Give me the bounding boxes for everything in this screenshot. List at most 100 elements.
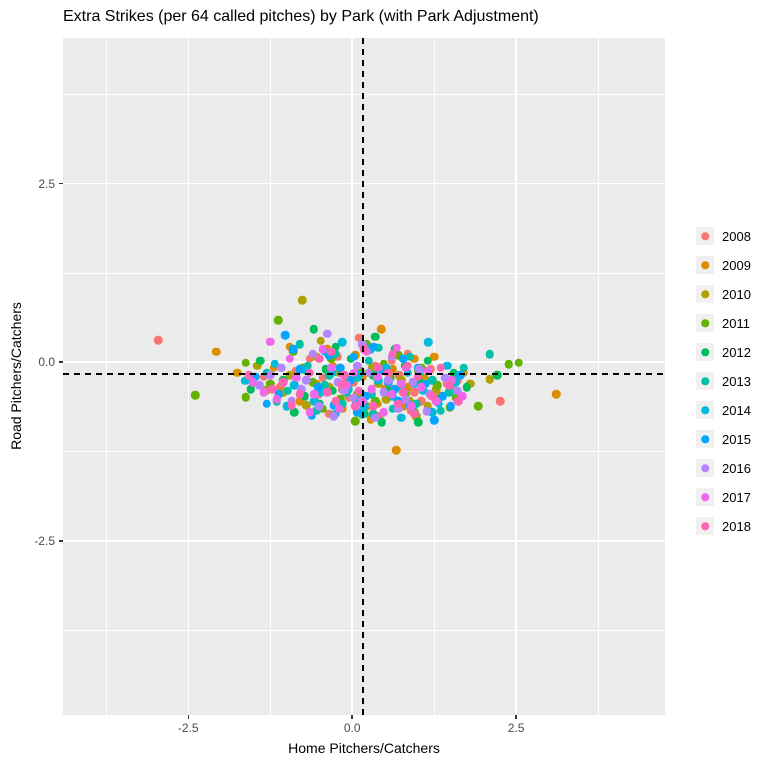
- data-point: [309, 390, 319, 399]
- data-point: [295, 340, 304, 349]
- legend-dot-icon: [701, 406, 709, 414]
- legend-label: 2013: [722, 373, 751, 389]
- data-point: [446, 402, 455, 411]
- data-point: [368, 342, 378, 351]
- data-point: [355, 333, 364, 343]
- legend-label: 2011: [722, 315, 750, 331]
- data-point: [265, 379, 275, 388]
- data-point: [390, 385, 400, 394]
- data-point: [370, 413, 380, 423]
- data-point: [414, 417, 423, 427]
- data-point: [433, 380, 442, 390]
- legend-label: 2012: [722, 344, 751, 360]
- data-point: [342, 380, 352, 390]
- legend-label: 2016: [722, 460, 751, 476]
- dashed-hline: [63, 373, 665, 376]
- data-point: [376, 325, 386, 334]
- data-point: [387, 356, 396, 366]
- data-point: [357, 397, 367, 406]
- legend-key: [696, 430, 714, 448]
- data-point: [379, 387, 388, 397]
- data-point: [324, 409, 334, 418]
- data-point: [441, 373, 450, 383]
- data-point: [370, 397, 380, 406]
- data-point: [392, 343, 402, 353]
- data-point: [367, 385, 377, 394]
- legend-entry: 2008: [696, 227, 751, 245]
- data-point: [241, 376, 250, 386]
- data-point: [288, 345, 298, 354]
- legend-dot-icon: [701, 522, 709, 530]
- data-point: [458, 392, 467, 401]
- gridline-minor-vertical: [597, 38, 599, 715]
- data-point: [305, 368, 314, 378]
- y-tick-label: -2.5: [34, 533, 55, 548]
- data-point: [387, 390, 396, 399]
- data-point: [323, 329, 332, 338]
- data-point: [427, 392, 437, 401]
- data-point: [295, 397, 304, 406]
- data-point: [273, 315, 283, 325]
- data-point: [436, 406, 445, 416]
- legend-key: [696, 401, 714, 419]
- data-point: [290, 407, 299, 417]
- data-point: [212, 347, 221, 356]
- data-point: [311, 406, 321, 416]
- x-tick-mark: [187, 715, 189, 719]
- data-point: [382, 363, 391, 373]
- data-point: [331, 349, 341, 358]
- data-point: [320, 380, 329, 390]
- legend-dot-icon: [701, 319, 709, 327]
- data-point: [279, 387, 288, 397]
- plot-title: Extra Strikes (per 64 called pitches) by…: [63, 8, 539, 25]
- data-point: [452, 386, 462, 396]
- data-point: [262, 399, 272, 408]
- data-point: [351, 402, 360, 411]
- data-point: [292, 373, 301, 383]
- data-point: [403, 361, 413, 371]
- legend-entry: 2018: [696, 517, 751, 535]
- data-point: [315, 402, 324, 411]
- data-point: [355, 366, 365, 376]
- data-point: [388, 349, 398, 358]
- data-point: [315, 354, 324, 363]
- data-point: [449, 368, 459, 378]
- data-point: [384, 375, 393, 385]
- legend-key: [696, 285, 714, 303]
- data-point: [336, 363, 345, 373]
- data-point: [459, 363, 468, 373]
- data-point: [256, 356, 265, 366]
- legend-dot-icon: [701, 261, 709, 269]
- data-point: [410, 409, 419, 418]
- legend-dot-icon: [701, 493, 709, 501]
- data-point: [368, 402, 378, 411]
- data-point: [367, 363, 377, 373]
- plot-panel: [63, 38, 665, 715]
- data-point: [296, 385, 306, 394]
- data-point: [191, 390, 200, 400]
- data-point: [412, 399, 421, 408]
- data-point: [233, 368, 242, 378]
- data-point: [277, 363, 286, 373]
- data-point: [416, 397, 426, 406]
- data-point: [323, 387, 332, 397]
- data-point: [399, 354, 408, 363]
- data-point: [295, 365, 304, 374]
- x-tick-label: 0.0: [343, 721, 361, 735]
- data-point: [413, 372, 423, 381]
- data-point: [303, 361, 312, 371]
- data-point: [429, 352, 439, 361]
- data-point: [393, 350, 403, 360]
- data-point: [302, 400, 311, 410]
- data-point: [338, 399, 347, 408]
- data-point: [309, 397, 319, 406]
- data-point: [364, 368, 373, 378]
- legend-dot-icon: [701, 377, 709, 385]
- data-point: [382, 395, 391, 404]
- dashed-vline: [362, 38, 365, 715]
- legend-label: 2017: [722, 489, 751, 505]
- data-point: [252, 361, 262, 371]
- data-point: [272, 395, 282, 404]
- data-point: [408, 377, 417, 387]
- data-point: [336, 395, 345, 404]
